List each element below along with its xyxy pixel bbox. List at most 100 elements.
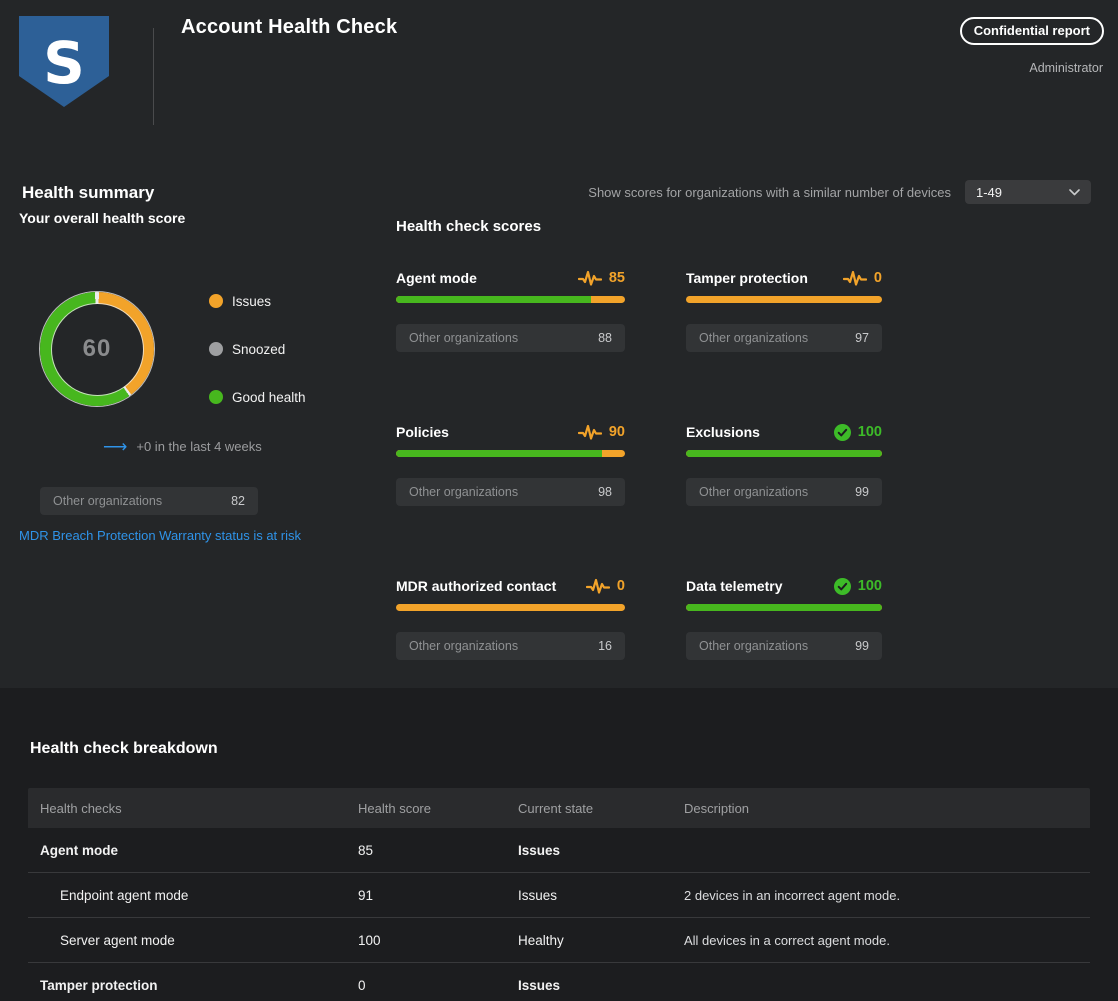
card-score-value: 90 <box>609 424 625 440</box>
benchmark-label: Other organizations <box>699 485 808 499</box>
card-title: Policies <box>396 424 449 440</box>
card-score: 100 <box>834 578 882 595</box>
score-progress-bar <box>686 296 882 303</box>
chevron-down-icon <box>1069 189 1080 196</box>
legend-item-good-health: Good health <box>209 390 306 404</box>
table-row-server-agent-mode: Server agent mode 100 Healthy All device… <box>28 918 1090 963</box>
pulse-icon <box>578 270 602 287</box>
benchmark-value: 82 <box>231 494 245 508</box>
legend-item-snoozed: Snoozed <box>209 342 306 356</box>
card-benchmark-pill: Other organizations 16 <box>396 632 625 660</box>
score-card-data-telemetry: Data telemetry 100 Other organizations 9… <box>686 576 882 660</box>
card-title: Data telemetry <box>686 578 783 594</box>
trend-text: +0 in the last 4 weeks <box>136 439 261 454</box>
card-score-value: 100 <box>858 578 882 594</box>
pulse-icon <box>578 424 602 441</box>
snoozed-dot-icon <box>209 342 223 356</box>
score-card-tamper-protection: Tamper protection 0 Other organizations … <box>686 268 882 352</box>
legend-item-issues: Issues <box>209 294 306 308</box>
benchmark-label: Other organizations <box>699 639 808 653</box>
trend-arrow-icon: ⟶ <box>103 440 127 454</box>
score-progress-bar <box>686 604 882 611</box>
card-score: 0 <box>843 270 882 287</box>
health-check-breakdown-section: Health check breakdown Health checks Hea… <box>0 688 1118 1001</box>
donut-legend: Issues Snoozed Good health <box>209 294 306 438</box>
benchmark-value: 16 <box>598 639 612 653</box>
card-score-value: 0 <box>874 270 882 286</box>
table-row-agent-mode: Agent mode 85 Issues <box>28 828 1090 873</box>
health-summary-title: Health summary <box>22 183 154 203</box>
trend-indicator: ⟶ +0 in the last 4 weeks <box>103 439 262 454</box>
breakdown-title: Health check breakdown <box>30 740 218 758</box>
sophos-shield-logo: S <box>18 16 110 108</box>
card-benchmark-pill: Other organizations 99 <box>686 478 882 506</box>
pulse-icon <box>843 270 867 287</box>
score-progress-bar <box>686 450 882 457</box>
card-title: Exclusions <box>686 424 760 440</box>
card-score: 0 <box>586 578 625 595</box>
benchmark-label: Other organizations <box>409 485 518 499</box>
confidential-report-badge: Confidential report <box>960 17 1104 45</box>
card-score-value: 0 <box>617 578 625 594</box>
card-score: 90 <box>578 424 625 441</box>
score-progress-bar <box>396 450 625 457</box>
health-score-donut: 60 <box>40 292 154 406</box>
svg-text:S: S <box>43 29 85 97</box>
account-health-check-page: S Account Health Check Confidential repo… <box>0 0 1118 1001</box>
card-score: 85 <box>578 270 625 287</box>
score-progress-bar <box>396 296 625 303</box>
card-benchmark-pill: Other organizations 99 <box>686 632 882 660</box>
card-title: MDR authorized contact <box>396 578 556 594</box>
device-filter-row: Show scores for organizations with a sim… <box>588 180 1091 204</box>
overall-health-score-subtitle: Your overall health score <box>19 210 185 226</box>
score-card-agent-mode: Agent mode 85 Other organizations 88 <box>396 268 625 352</box>
benchmark-value: 88 <box>598 331 612 345</box>
device-filter-label: Show scores for organizations with a sim… <box>588 185 951 200</box>
issues-dot-icon <box>209 294 223 308</box>
check-circle-icon <box>834 578 851 595</box>
score-progress-bar <box>396 604 625 611</box>
device-range-dropdown[interactable]: 1-49 <box>965 180 1091 204</box>
card-benchmark-pill: Other organizations 88 <box>396 324 625 352</box>
benchmark-value: 99 <box>855 639 869 653</box>
good-health-dot-icon <box>209 390 223 404</box>
card-score: 100 <box>834 424 882 441</box>
breakdown-table: Health checks Health score Current state… <box>28 788 1090 1001</box>
device-range-value: 1-49 <box>976 185 1002 200</box>
donut-hole: 60 <box>52 304 143 395</box>
table-row-endpoint-agent-mode: Endpoint agent mode 91 Issues 2 devices … <box>28 873 1090 918</box>
benchmark-value: 99 <box>855 485 869 499</box>
health-check-scores-title: Health check scores <box>396 218 541 235</box>
page-title: Account Health Check <box>181 16 397 39</box>
col-description: Description <box>684 801 1090 816</box>
score-card-mdr-authorized-contact: MDR authorized contact 0 Other organizat… <box>396 576 625 660</box>
pulse-icon <box>586 578 610 595</box>
card-score-value: 85 <box>609 270 625 286</box>
col-current-state: Current state <box>518 801 684 816</box>
legend-label: Issues <box>232 294 271 309</box>
benchmark-value: 97 <box>855 331 869 345</box>
card-title: Tamper protection <box>686 270 808 286</box>
benchmark-label: Other organizations <box>53 494 162 508</box>
header-divider <box>153 28 154 125</box>
check-circle-icon <box>834 424 851 441</box>
card-score-value: 100 <box>858 424 882 440</box>
col-health-checks: Health checks <box>40 801 358 816</box>
summary-benchmark-pill: Other organizations 82 <box>40 487 258 515</box>
benchmark-value: 98 <box>598 485 612 499</box>
benchmark-label: Other organizations <box>699 331 808 345</box>
legend-label: Good health <box>232 390 306 405</box>
score-card-exclusions: Exclusions 100 Other organizations 99 <box>686 422 882 506</box>
table-row-tamper-protection: Tamper protection 0 Issues <box>28 963 1090 1001</box>
mdr-warranty-warning-link[interactable]: MDR Breach Protection Warranty status is… <box>19 528 301 543</box>
benchmark-label: Other organizations <box>409 331 518 345</box>
card-title: Agent mode <box>396 270 477 286</box>
score-card-policies: Policies 90 Other organizations 98 <box>396 422 625 506</box>
col-health-score: Health score <box>358 801 518 816</box>
benchmark-label: Other organizations <box>409 639 518 653</box>
card-benchmark-pill: Other organizations 98 <box>396 478 625 506</box>
legend-label: Snoozed <box>232 342 285 357</box>
overall-health-score-value: 60 <box>83 335 112 363</box>
card-benchmark-pill: Other organizations 97 <box>686 324 882 352</box>
breakdown-table-header: Health checks Health score Current state… <box>28 788 1090 828</box>
